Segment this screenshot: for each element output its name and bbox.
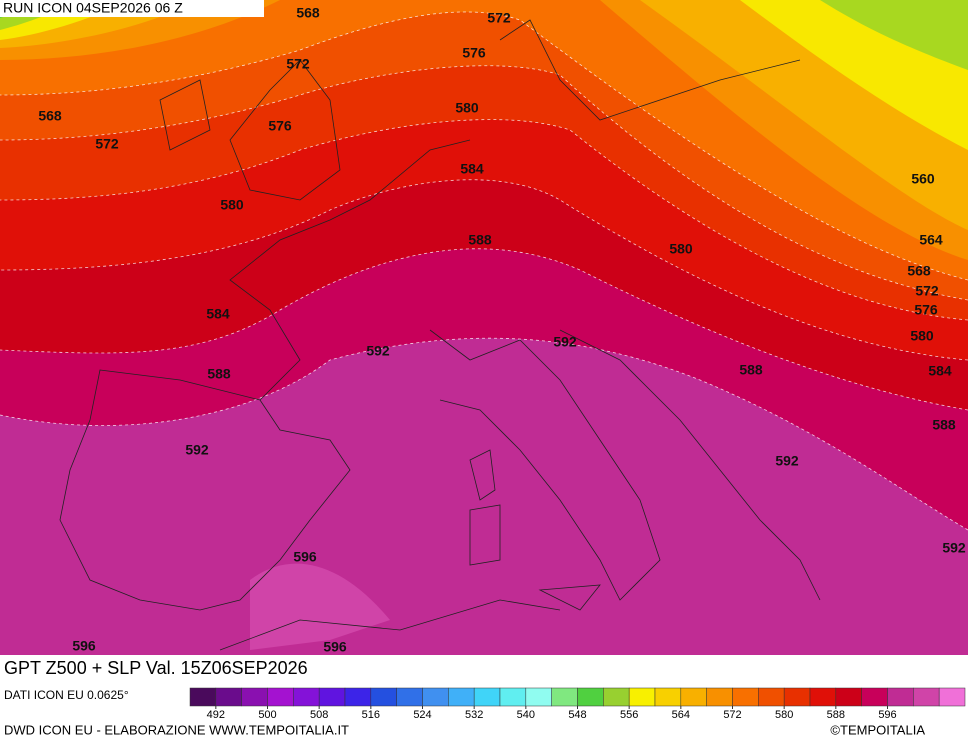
copyright: ©TEMPOITALIA [830,722,925,737]
color-swatch [913,687,940,707]
source: DATI ICON EU 0.0625° [4,688,129,702]
color-swatch [861,687,888,707]
contour-label: 588 [932,417,956,433]
tick-label: 532 [465,709,483,721]
contour-label: 588 [739,362,763,378]
run-label: RUN ICON 04SEP2026 06 Z [3,0,183,16]
contour-label: 588 [468,232,492,248]
color-swatch [499,687,527,707]
contour-label: 584 [928,363,952,379]
tick-label: 564 [672,709,690,721]
color-swatch [267,687,294,707]
contour-label: 596 [293,549,317,565]
color-swatch [938,687,966,707]
tick-label: 524 [413,709,431,721]
isolines [0,11,968,531]
tick-label: 516 [362,709,380,721]
color-swatch [835,687,862,707]
color-swatch [396,687,423,707]
band [0,0,968,70]
color-swatch [551,687,578,707]
contour-label: 592 [942,540,966,556]
color-swatch [654,687,682,707]
contour-label: 572 [915,283,939,299]
tick-label: 580 [775,709,793,721]
color-swatch [370,687,397,707]
coastlines [59,19,821,651]
contour-label: 580 [455,100,479,116]
color-swatch [293,687,320,707]
contour-label: 568 [296,5,320,21]
band [0,0,968,260]
color-swatch [422,687,449,707]
band [0,0,968,230]
tick-label: 588 [827,709,845,721]
contour-label: 572 [95,136,119,152]
color-swatch [783,687,811,707]
contour-label: 596 [323,639,347,655]
band [250,563,390,650]
color-swatch [241,687,268,707]
color-swatch [887,687,914,707]
color-swatch [706,687,733,707]
contour-label: 580 [669,241,693,257]
color-swatch [448,687,475,707]
tick-label: 572 [723,709,741,721]
tick-label: 500 [258,709,276,721]
map [0,0,968,655]
color-swatch [603,687,630,707]
credit: DWD ICON EU - ELABORAZIONE WWW.TEMPOITAL… [4,722,349,737]
contour-label: 576 [462,45,486,61]
tick-label: 596 [878,709,896,721]
contour-label: 576 [914,302,938,318]
color-swatch [525,687,552,707]
color-swatch [344,687,372,707]
color-swatch [758,687,785,707]
contour-label: 592 [553,334,577,350]
color-swatch [189,687,217,707]
contour-label: 572 [286,56,310,72]
run-box [0,0,264,17]
color-swatch [680,687,707,707]
tick-label: 508 [310,709,328,721]
color-swatch [318,687,346,707]
contour-label: 576 [268,118,292,134]
contour-label: 580 [220,197,244,213]
contour-label: 592 [366,343,390,359]
color-swatch [732,687,759,707]
contour-labels: 568 572 572 568 572 576 576 580 584 580 560 564 568 5… [38,5,966,655]
color-swatch [473,687,501,707]
contour-label: 568 [38,108,62,124]
color-swatch [809,687,837,707]
contour-label: 560 [911,171,935,187]
contour-label: 584 [460,161,484,177]
tick-label: 556 [620,709,638,721]
contour-label: 592 [185,442,209,458]
colorbar: 492 500 508 516 524 532 540 548 556 564 572 580 588 5… [189,687,966,721]
contour-label: 588 [207,366,231,382]
contour-label: 568 [907,263,931,279]
contour-label: 564 [919,232,943,248]
tick-label: 548 [568,709,586,721]
contour-label: 592 [775,453,799,469]
footer-title: GPT Z500 + SLP Val. 15Z06SEP2026 [4,658,308,678]
contour-label: 584 [206,306,230,322]
contour-label: 580 [910,328,934,344]
color-swatch [628,687,656,707]
tick-label: 492 [207,709,225,721]
color-swatch [215,687,242,707]
contour-label: 596 [72,638,96,654]
title-box [0,655,413,683]
color-swatch [577,687,604,707]
contour-label: 572 [487,10,511,26]
tick-label: 540 [517,709,535,721]
